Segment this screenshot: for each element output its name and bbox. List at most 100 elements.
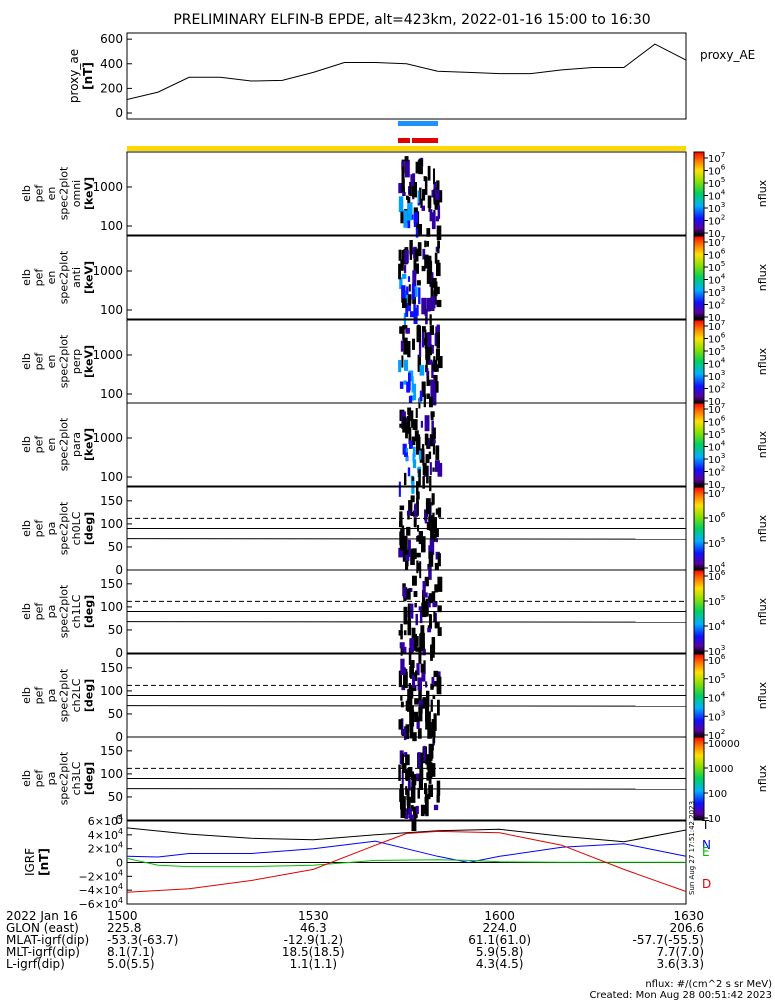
igrf-series-E xyxy=(126,857,686,868)
spectrogram-pixel xyxy=(417,324,420,341)
spectrogram-pixel xyxy=(403,264,407,274)
panel-ylabel-line: ch0LC xyxy=(70,511,83,545)
panel-ylabel-line: pa xyxy=(45,605,58,619)
spectrogram-pixel xyxy=(411,660,415,668)
spectrogram-pixel xyxy=(413,510,418,517)
spectrogram-pixel xyxy=(404,250,409,264)
spectrogram-pixel xyxy=(429,614,432,626)
colorbar xyxy=(693,235,705,320)
spectrogram-pixel xyxy=(400,211,404,224)
spectrogram-pixel xyxy=(422,648,426,656)
proxy-ae-right-label: proxy_AE xyxy=(700,48,755,62)
spectrogram-pixel xyxy=(398,360,402,373)
proxy-ae-ytick-label: 400 xyxy=(100,57,123,71)
spectrogram-pixel xyxy=(409,440,413,449)
panel-ylabel-line: [keV] xyxy=(83,177,96,210)
panel-frame xyxy=(126,235,687,320)
panel-ylabel-line: elb xyxy=(20,353,33,370)
spectrogram-pixel xyxy=(417,752,421,769)
spectrogram-pixel xyxy=(437,240,440,254)
spectrogram-pixel xyxy=(400,701,404,708)
proxy-ae-frame xyxy=(126,32,687,120)
spectrogram-omni xyxy=(398,156,443,240)
colorbar-tick-label: 1000 xyxy=(708,764,733,775)
spectrogram-pixel xyxy=(422,476,425,489)
spectrogram-pixel xyxy=(431,344,434,354)
panel-ylabel-line: ch2LC xyxy=(70,678,83,712)
spectrogram-pixel xyxy=(420,752,424,758)
spectrogram-pixel xyxy=(434,584,438,593)
spectrogram-pixel xyxy=(403,325,408,330)
spectrogram-pixel xyxy=(426,269,432,284)
spectrogram-pixel xyxy=(405,724,410,733)
spectrogram-pixel xyxy=(407,780,411,791)
spectrogram-pixel xyxy=(403,671,408,689)
spectrogram-ch3LC xyxy=(398,743,441,831)
igrf-letter-E: E xyxy=(702,845,710,859)
spectrogram-pixel xyxy=(431,189,435,198)
ytick-label: 100 xyxy=(100,600,123,614)
spectrogram-pixel xyxy=(399,277,403,289)
spectrogram-pixel xyxy=(402,763,407,773)
spectrogram-pixel xyxy=(435,189,440,200)
panel-frame xyxy=(126,151,687,236)
colorbar-tick-label: 10 xyxy=(708,397,721,408)
spectrogram-pixel xyxy=(434,252,438,264)
spectrogram-pixel xyxy=(421,603,427,618)
ytick-label: 50 xyxy=(108,623,123,637)
spectrogram-pixel xyxy=(421,381,426,398)
footer-value: 1630 xyxy=(673,909,704,923)
igrf-series-D xyxy=(126,830,687,893)
spectrogram-pixel xyxy=(405,754,410,766)
spectrogram-pixel xyxy=(398,670,402,688)
spectrogram-pixel xyxy=(410,495,415,503)
spectrogram-pixel xyxy=(402,325,405,340)
panel-ylabel-line: spec2plot xyxy=(58,250,71,304)
panel-ylabel-line: ch1LC xyxy=(70,594,83,628)
spectrogram-pixel xyxy=(410,805,414,812)
spectrogram-pixel xyxy=(401,285,406,303)
spectrogram-pixel xyxy=(430,297,435,311)
spectrogram-pixel xyxy=(436,794,440,803)
spectrogram-pixel xyxy=(429,462,432,476)
spectrogram-pixel xyxy=(430,379,436,397)
panel-ylabel-line: en xyxy=(45,438,58,452)
panel-ylabel-line: spec2plot xyxy=(58,751,71,805)
spectrogram-pixel xyxy=(410,511,415,516)
spectrogram-pixel xyxy=(415,805,419,814)
panel-ylabel-line: [deg] xyxy=(83,679,96,712)
ytick-label: 1000 xyxy=(92,348,123,362)
igrf-ylabel: IGRF xyxy=(23,848,37,876)
spectrogram-pixel xyxy=(436,299,442,308)
proxy-ae-series-line xyxy=(126,43,687,100)
igrf-series-N xyxy=(126,840,687,864)
spectrogram-pixel xyxy=(414,503,418,511)
spectrogram-pixel xyxy=(418,469,421,487)
spectrogram-pixel xyxy=(431,420,434,436)
spectrogram-pixel xyxy=(432,277,437,288)
spectrogram-pixel xyxy=(404,359,408,371)
spectrogram-pixel xyxy=(410,787,416,803)
panel-ylabel-line: elb xyxy=(20,185,33,202)
spectrogram-pixel xyxy=(411,476,414,481)
spectrogram-pixel xyxy=(407,203,412,221)
panel-ylabel-line: en xyxy=(45,187,58,201)
spectrogram-pixel xyxy=(405,327,410,334)
spectrogram-pixel xyxy=(437,205,441,219)
colorbar-label: nflux xyxy=(756,764,769,792)
ytick-label: 150 xyxy=(100,661,123,675)
spectrogram-pixel xyxy=(435,216,439,222)
spectrogram-pixel xyxy=(432,427,436,439)
spectrogram-pixel xyxy=(399,521,403,528)
spectrogram-pixel xyxy=(424,701,429,707)
spectrogram-pixel xyxy=(425,802,429,817)
spectrogram-pixel xyxy=(429,476,432,492)
spectrogram-pixel xyxy=(418,689,422,703)
spectrogram-pixel xyxy=(428,743,434,759)
spectrogram-pixel xyxy=(413,258,417,276)
spectrogram-pixel xyxy=(419,365,425,376)
spectrogram-pixel xyxy=(424,329,427,342)
spectrogram-pixel xyxy=(420,420,423,428)
